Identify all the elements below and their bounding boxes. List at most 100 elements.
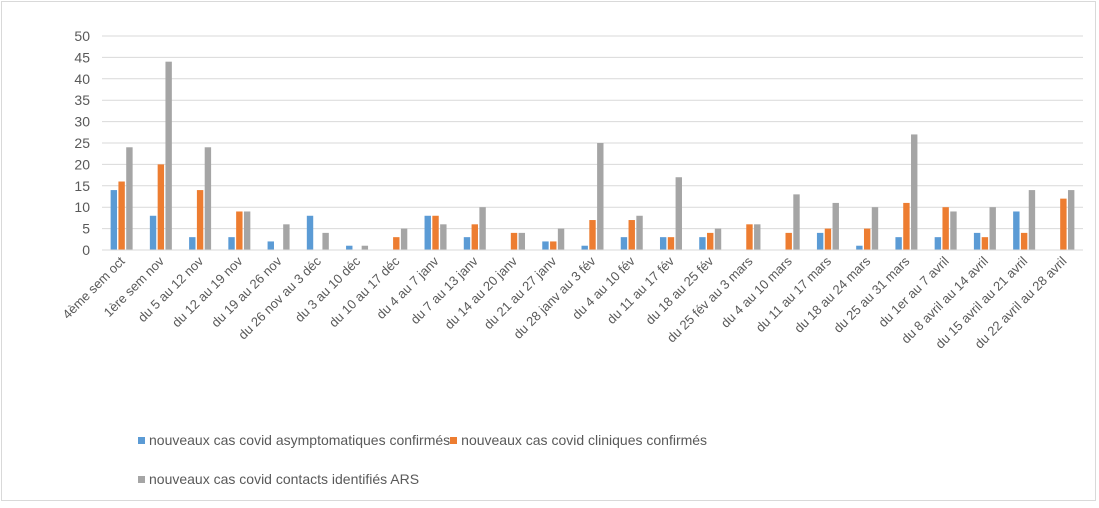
x-tick-label: du 18 au 25 fév [642, 253, 716, 327]
y-tick-label: 45 [74, 49, 90, 65]
y-tick-label: 20 [74, 156, 90, 172]
bar [400, 228, 408, 250]
bar [157, 164, 165, 250]
y-tick-label: 40 [74, 71, 90, 87]
bar [816, 232, 824, 250]
bar [659, 237, 667, 250]
gridlines [102, 35, 1083, 230]
bar [636, 215, 643, 250]
bar [236, 211, 243, 250]
y-tick-label: 10 [74, 199, 90, 215]
bar [589, 220, 596, 250]
y-tick-label: 30 [74, 114, 90, 130]
bar [942, 207, 949, 250]
bar [754, 224, 761, 250]
legend-row-1: nouveaux cas covid asymptomatiques confi… [138, 430, 1038, 450]
legend-row-2: nouveaux cas covid contacts identifiés A… [138, 469, 1038, 489]
bar [989, 207, 996, 250]
bar [424, 215, 431, 250]
bar [597, 143, 604, 250]
bar [189, 237, 196, 250]
x-tick-label: du 4 au 10 mars [718, 253, 795, 330]
bar [581, 245, 588, 250]
bar [165, 61, 172, 251]
bar [228, 237, 235, 250]
bar [1060, 198, 1067, 250]
legend-item-contacts: nouveaux cas covid contacts identifiés A… [138, 471, 419, 487]
legend-swatch-asymptomatic [138, 436, 145, 444]
bar [950, 211, 957, 250]
bar [856, 245, 863, 250]
bar [667, 237, 675, 250]
bar [863, 228, 871, 250]
x-tick-label: du 19 au 26 nov [208, 253, 285, 330]
bar [204, 147, 212, 250]
x-tick-label: du 11 au 17 fév [604, 253, 678, 327]
legend-label-asymptomatic: nouveaux cas covid asymptomatiques confi… [149, 432, 451, 448]
legend-item-asymptomatic: nouveaux cas covid asymptomatiques confi… [138, 432, 450, 448]
x-tick-label: du 12 au 19 nov [169, 253, 246, 330]
bar [393, 237, 400, 250]
bar [361, 245, 369, 250]
bar [699, 237, 706, 250]
bar [346, 245, 353, 250]
bar [903, 202, 910, 250]
bar [550, 241, 557, 250]
legend: nouveaux cas covid asymptomatiques confi… [138, 430, 1038, 508]
bars [110, 61, 1075, 251]
bar [1067, 190, 1075, 250]
bar [973, 232, 981, 250]
bar [871, 207, 879, 250]
bar [1028, 190, 1036, 250]
bar [306, 215, 314, 250]
legend-swatch-clinical [450, 436, 458, 444]
x-tick-label: du 10 au 17 déc [326, 253, 403, 330]
bar [267, 241, 274, 250]
bar [510, 232, 518, 250]
y-tick-label: 25 [74, 135, 90, 151]
y-tick-label: 35 [74, 92, 90, 108]
bar [793, 194, 800, 250]
bar [479, 207, 486, 250]
bar [981, 237, 989, 250]
y-axis-ticks: 0 5 10 15 20 25 30 35 40 45 50 [74, 28, 90, 258]
bar [620, 237, 628, 250]
bar [432, 215, 439, 250]
y-tick-label: 0 [82, 242, 90, 258]
bar [746, 224, 753, 250]
bar [126, 147, 133, 250]
bar [322, 232, 329, 250]
bar [471, 224, 478, 250]
bar [707, 232, 714, 250]
bar [542, 241, 549, 250]
y-tick-label: 5 [82, 221, 90, 237]
bar [118, 181, 125, 250]
bar [675, 177, 682, 250]
bar [440, 224, 447, 250]
bar [557, 228, 565, 250]
legend-label-clinical: nouveaux cas covid cliniques confirmés [461, 432, 708, 448]
bar [110, 190, 118, 250]
bar [1020, 232, 1028, 250]
bar [824, 228, 832, 250]
bar [911, 134, 918, 250]
bar [832, 202, 839, 250]
x-tick-label: du 7 au 13 janv [407, 253, 481, 327]
x-tick-label: du 1er au 7 avril [875, 253, 952, 330]
legend-label-contacts: nouveaux cas covid contacts identifiés A… [149, 471, 420, 487]
bar [463, 237, 471, 250]
bar [628, 220, 635, 250]
bar [1013, 211, 1020, 250]
bar [149, 215, 157, 250]
bar [895, 237, 902, 250]
legend-swatch-contacts [138, 475, 145, 483]
y-tick-label: 15 [74, 178, 90, 194]
bar [934, 237, 942, 250]
legend-item-clinical: nouveaux cas covid cliniques confirmés [450, 432, 707, 448]
y-tick-label: 50 [74, 28, 90, 44]
bar [243, 211, 251, 250]
bar [785, 232, 792, 250]
